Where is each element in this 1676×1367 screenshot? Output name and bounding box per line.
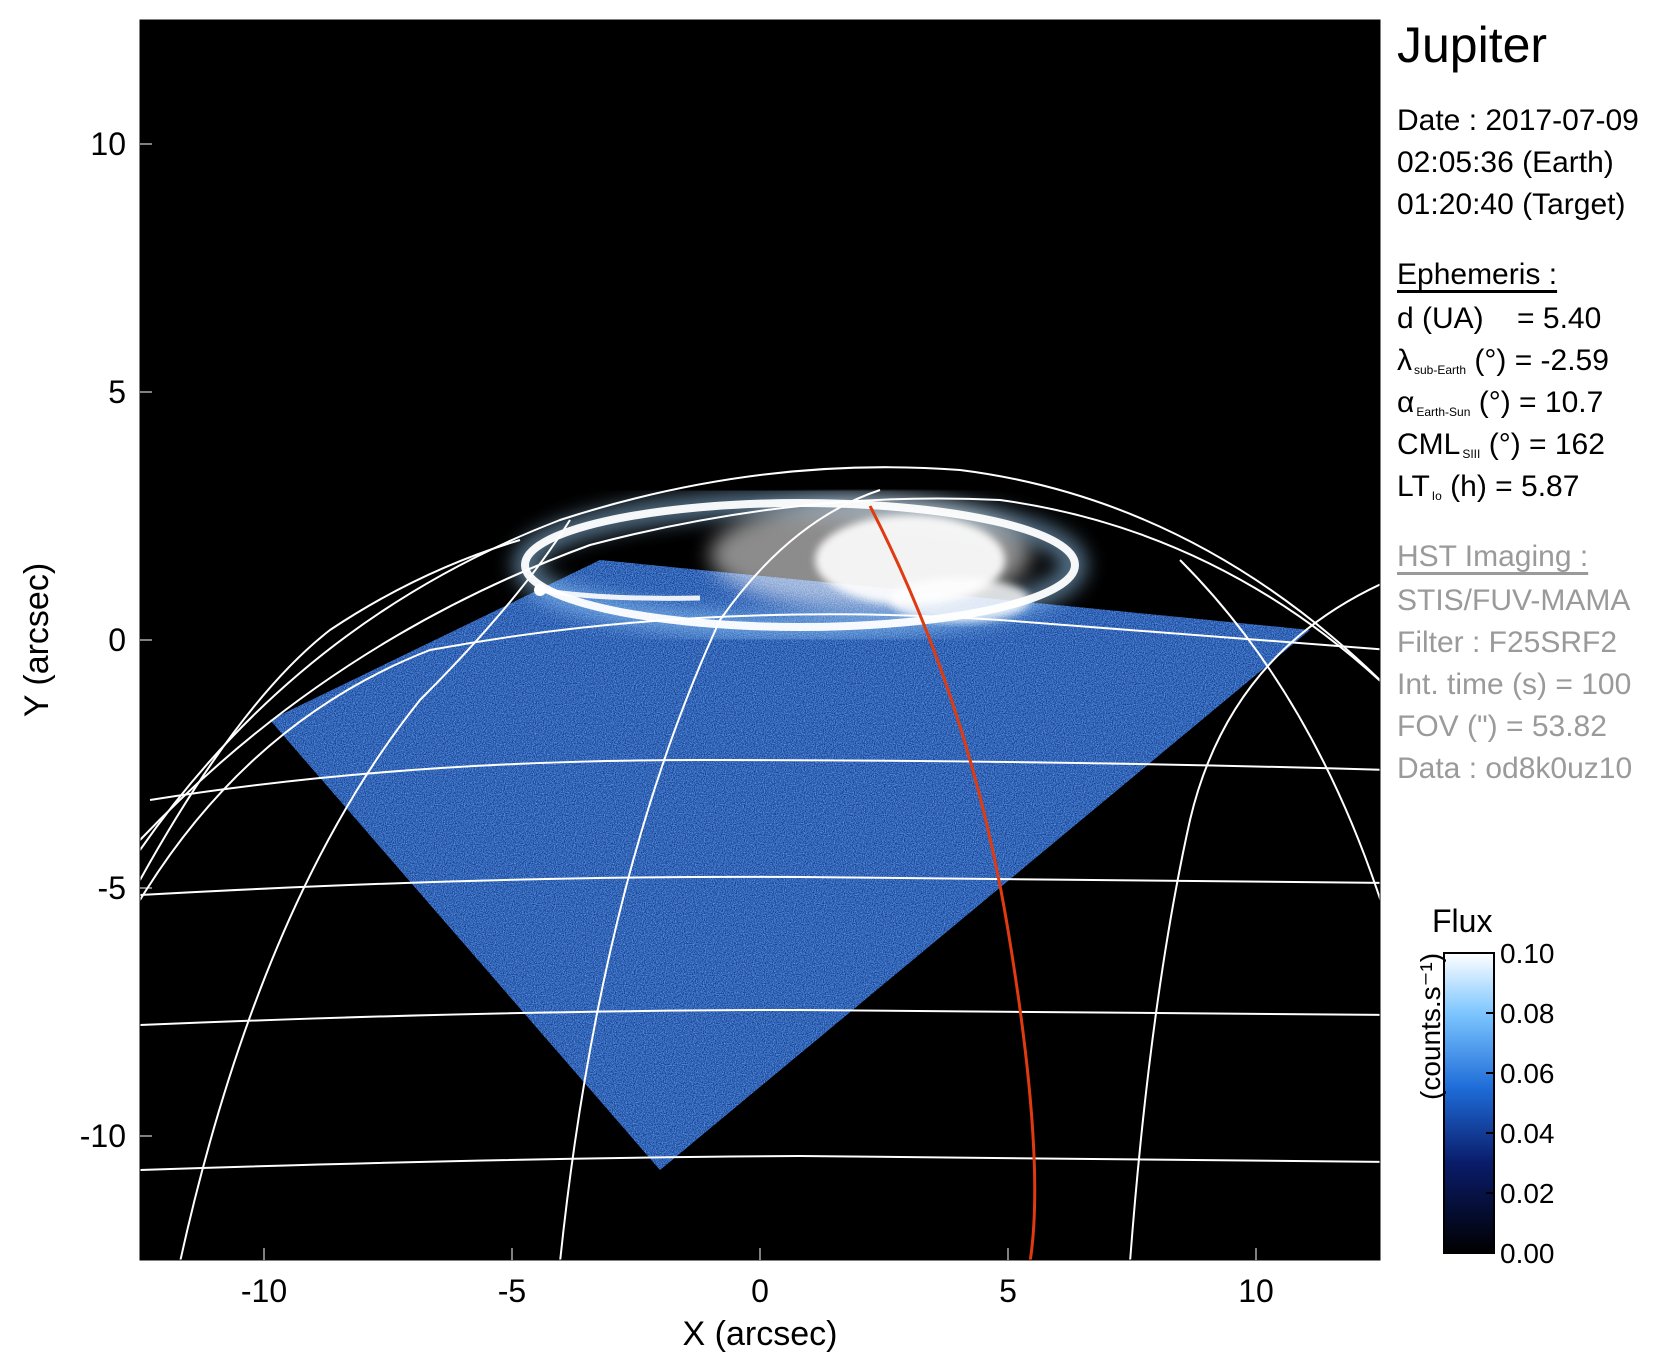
x-axis-label: X (arcsec) <box>683 1315 838 1353</box>
y-tick-label: 10 <box>90 126 126 162</box>
observation-noise <box>270 560 1310 1170</box>
target-title: Jupiter <box>1397 17 1548 73</box>
hst-instrument: STIS/FUV-MAMA <box>1397 584 1631 617</box>
colorbar <box>1443 952 1495 1254</box>
hst-heading: HST Imaging : <box>1397 540 1589 573</box>
cml-symbol: CML <box>1397 428 1461 461</box>
lambda-value: (°) = -2.59 <box>1474 344 1609 377</box>
x-tick-label: 10 <box>1238 1273 1274 1309</box>
y-tick-label: 5 <box>108 374 126 410</box>
y-axis: 10 5 0 -5 -10 <box>80 126 152 1154</box>
y-tick-label: 0 <box>108 622 126 658</box>
y-tick-label: -10 <box>80 1118 126 1154</box>
grid-line <box>140 613 1380 901</box>
grid-line <box>140 1008 1380 1026</box>
auroral-oval <box>514 492 1086 638</box>
cml-value: (°) = 162 <box>1488 428 1605 461</box>
grid-line <box>149 758 1380 801</box>
alpha-symbol: α <box>1397 386 1415 419</box>
alpha-subscript: Earth-Sun <box>1416 405 1471 419</box>
ephemeris-lambda: λ sub-Earth (°) = -2.59 <box>1397 344 1609 378</box>
lt-symbol: LT <box>1397 470 1430 503</box>
highlighted-meridian <box>868 505 1037 1260</box>
hst-int-time: Int. time (s) = 100 <box>1397 668 1632 701</box>
ephemeris-distance: d (UA) = 5.40 <box>1397 302 1601 336</box>
lambda-subscript: sub-Earth <box>1414 363 1467 377</box>
ephemeris-heading: Ephemeris : <box>1397 258 1558 291</box>
hst-data-id: Data : od8k0uz10 <box>1397 752 1633 785</box>
x-axis: -10 -5 0 5 10 <box>241 1248 1274 1309</box>
lambda-symbol: λ <box>1397 344 1412 377</box>
distance-label: d (UA) <box>1397 302 1484 335</box>
colorbar-tick-label: 0.08 <box>1500 998 1555 1029</box>
distance-value: = 5.40 <box>1517 302 1602 335</box>
ephemeris-cml: CML SIII (°) = 162 <box>1397 428 1605 462</box>
colorbar-title: Flux <box>1432 903 1493 939</box>
hst-filter: Filter : F25SRF2 <box>1397 626 1618 659</box>
colorbar-tick-label: 0.10 <box>1500 938 1555 969</box>
colorbar-ticks: 0.10 0.08 0.06 0.04 0.02 0.00 <box>1486 938 1555 1269</box>
colorbar-tick-label: 0.04 <box>1500 1118 1555 1149</box>
lt-subscript: Io <box>1431 489 1442 503</box>
x-tick-label: -5 <box>498 1273 526 1309</box>
y-axis-label: Y (arcsec) <box>18 563 56 717</box>
colorbar-unit: (counts.s⁻¹) <box>1415 952 1446 1100</box>
y-tick-label: -5 <box>98 870 126 906</box>
x-tick-label: -10 <box>241 1273 287 1309</box>
planet-limb <box>140 466 1380 851</box>
date-line: Date : 2017-07-09 <box>1397 104 1639 137</box>
colorbar-tick-label: 0.06 <box>1500 1058 1555 1089</box>
earth-time: 02:05:36 (Earth) <box>1397 146 1614 179</box>
lat-lon-grid <box>140 466 1380 1260</box>
grid-line <box>140 875 1380 896</box>
cml-subscript: SIII <box>1462 447 1481 461</box>
alpha-value: (°) = 10.7 <box>1478 386 1604 419</box>
x-tick-label: 5 <box>999 1273 1017 1309</box>
colorbar-tick-label: 0.00 <box>1500 1238 1555 1269</box>
ephemeris-alpha: α Earth-Sun (°) = 10.7 <box>1397 386 1603 420</box>
grid-line <box>140 497 1380 841</box>
grid-line <box>179 519 571 1260</box>
grid-line <box>1129 583 1380 1260</box>
grid-line <box>1179 559 1380 902</box>
grid-line <box>559 489 881 1260</box>
grid-line <box>140 539 521 881</box>
grid-line <box>140 1154 1380 1171</box>
ephemeris-lt: LT Io (h) = 5.87 <box>1397 470 1579 504</box>
lt-value: (h) = 5.87 <box>1450 470 1580 503</box>
hst-fov: FOV (") = 53.82 <box>1397 710 1607 743</box>
x-tick-label: 0 <box>751 1273 769 1309</box>
colorbar-tick-label: 0.02 <box>1500 1178 1555 1209</box>
target-time: 01:20:40 (Target) <box>1397 188 1626 221</box>
